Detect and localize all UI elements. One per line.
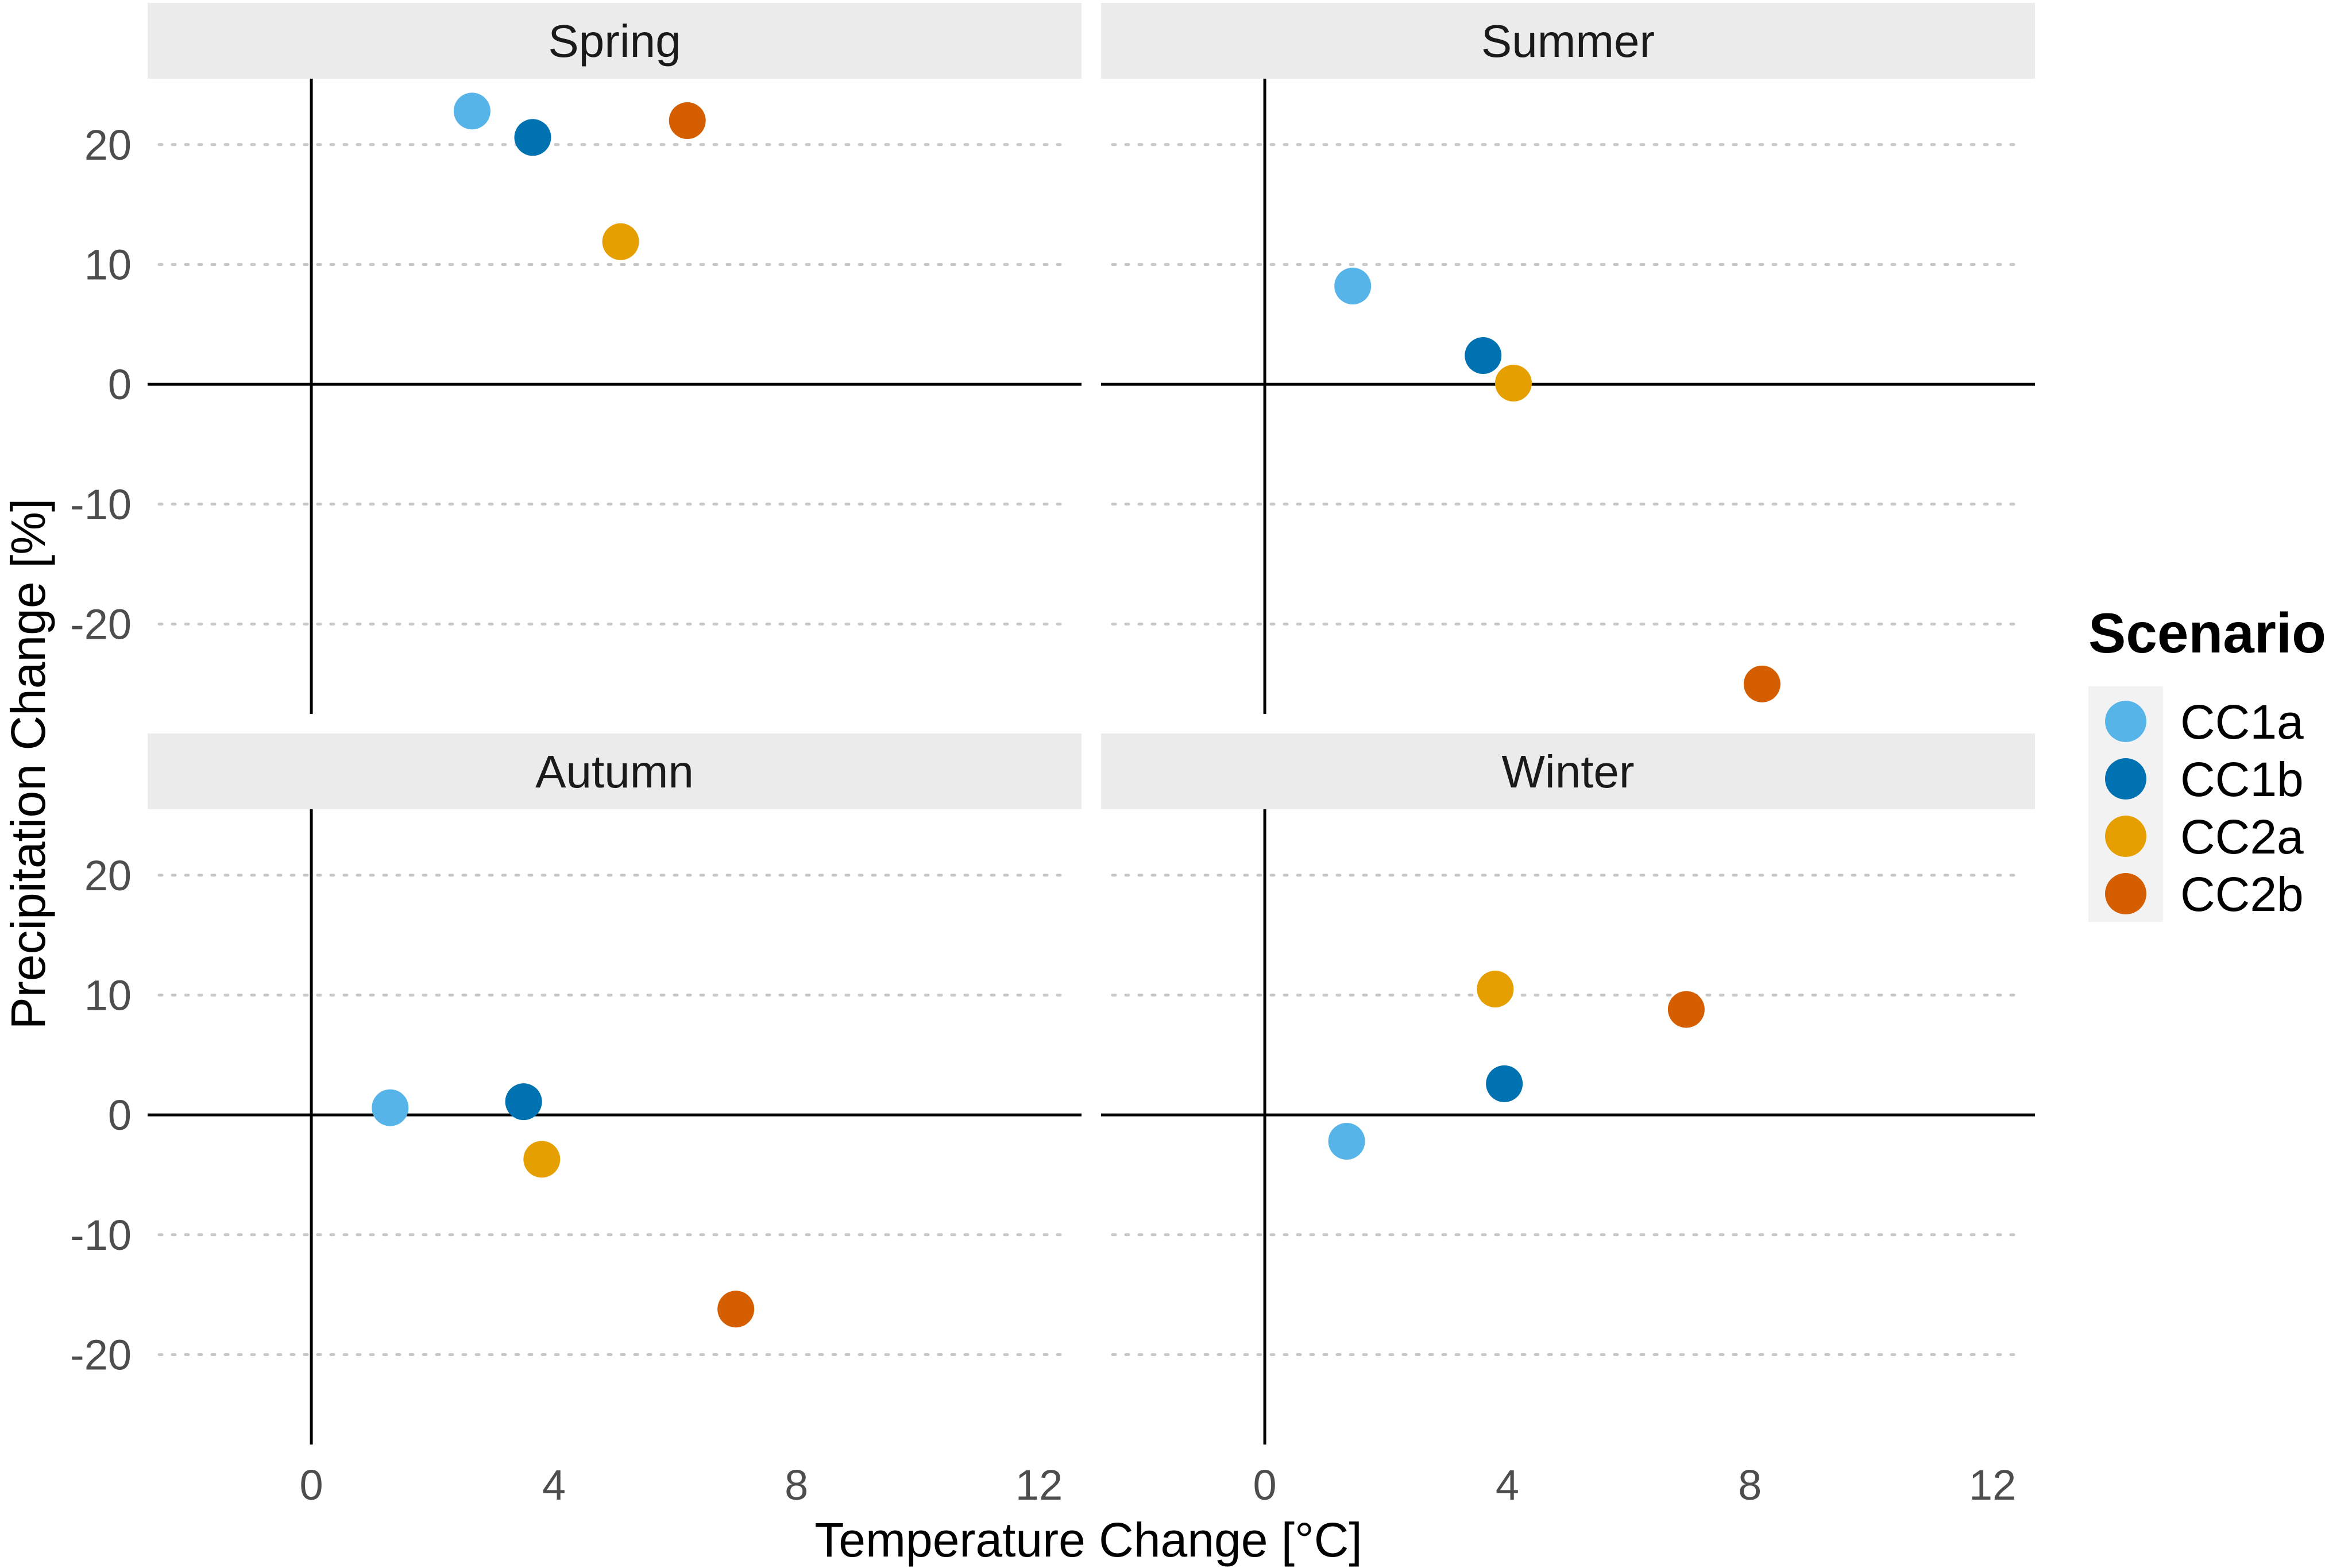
facet-spring: Spring xyxy=(148,3,1082,714)
point-summer-cc1a xyxy=(1334,268,1372,305)
facet-strip-spring xyxy=(148,3,1082,79)
y-tick-label-spring-20: 20 xyxy=(84,121,132,169)
legend-title: Scenario xyxy=(2088,601,2326,665)
x-tick-label-autumn-0: 0 xyxy=(299,1461,323,1509)
y-tick-label-spring-10: 10 xyxy=(84,241,132,288)
facet-title-spring: Spring xyxy=(548,16,681,67)
y-tick-label-autumn--10: -10 xyxy=(70,1211,132,1259)
point-spring-cc1a xyxy=(453,92,491,130)
point-winter-cc1b xyxy=(1486,1065,1523,1102)
facet-title-winter: Winter xyxy=(1501,746,1634,797)
axis-labels: -20 -10 0 10 20 -20 -10 0 10 20 0 4 8 12 0 4 8 12 xyxy=(70,121,2016,1509)
x-tick-label-autumn-8: 8 xyxy=(785,1461,808,1509)
x-tick-label-winter-8: 8 xyxy=(1738,1461,1762,1509)
y-tick-label-spring--10: -10 xyxy=(70,481,132,528)
legend-label-cc2a: CC2a xyxy=(2180,810,2304,864)
facet-strip-winter xyxy=(1101,733,2035,809)
y-tick-label-autumn-10: 10 xyxy=(84,971,132,1019)
legend-key-cc1a xyxy=(2105,701,2146,742)
point-winter-cc2a xyxy=(1477,971,1514,1008)
y-axis-title: Precipitation Change [%] xyxy=(1,499,55,1030)
facet-title-summer: Summer xyxy=(1481,16,1655,67)
facet-strip-summer xyxy=(1101,3,2035,79)
facet-autumn: Autumn xyxy=(148,733,1082,1445)
x-tick-label-winter-0: 0 xyxy=(1253,1461,1276,1509)
y-tick-label-spring-0: 0 xyxy=(108,361,132,408)
point-summer-cc1b xyxy=(1465,337,1502,374)
y-tick-label-autumn--20: -20 xyxy=(70,1331,132,1378)
legend-key-cc2a xyxy=(2105,816,2146,857)
point-winter-cc2b xyxy=(1667,991,1705,1028)
facet-panels: Spring Summer Autumn Winter xyxy=(148,3,2035,1445)
legend-label-cc1b: CC1b xyxy=(2180,752,2304,806)
point-spring-cc1b xyxy=(514,119,551,156)
legend-label-cc1a: CC1a xyxy=(2180,695,2304,749)
x-tick-label-autumn-12: 12 xyxy=(1015,1461,1063,1509)
facet-winter: Winter xyxy=(1101,733,2035,1445)
point-autumn-cc2b xyxy=(717,1291,755,1328)
point-winter-cc1a xyxy=(1328,1123,1365,1160)
y-tick-label-autumn-0: 0 xyxy=(108,1091,132,1139)
point-spring-cc2a xyxy=(602,223,639,260)
y-tick-label-spring--20: -20 xyxy=(70,600,132,648)
point-autumn-cc1b xyxy=(505,1083,542,1121)
facet-strip-autumn xyxy=(148,733,1082,809)
legend-key-cc1b xyxy=(2105,758,2146,800)
facet-summer: Summer xyxy=(1101,3,2035,714)
x-axis-title: Temperature Change [°C] xyxy=(814,1513,1362,1567)
x-tick-label-autumn-4: 4 xyxy=(542,1461,566,1509)
x-tick-label-winter-4: 4 xyxy=(1496,1461,1519,1509)
point-spring-cc2b xyxy=(669,102,706,140)
facet-title-autumn: Autumn xyxy=(535,746,694,797)
point-summer-cc2b xyxy=(1743,665,1781,702)
point-autumn-cc2a xyxy=(523,1141,561,1178)
y-tick-label-autumn-20: 20 xyxy=(84,852,132,899)
point-autumn-cc1a xyxy=(372,1089,409,1126)
legend-key-cc2b xyxy=(2105,873,2146,914)
point-summer-cc2a xyxy=(1494,365,1532,402)
x-tick-label-winter-12: 12 xyxy=(1969,1461,2016,1509)
legend-label-cc2b: CC2b xyxy=(2180,867,2304,921)
